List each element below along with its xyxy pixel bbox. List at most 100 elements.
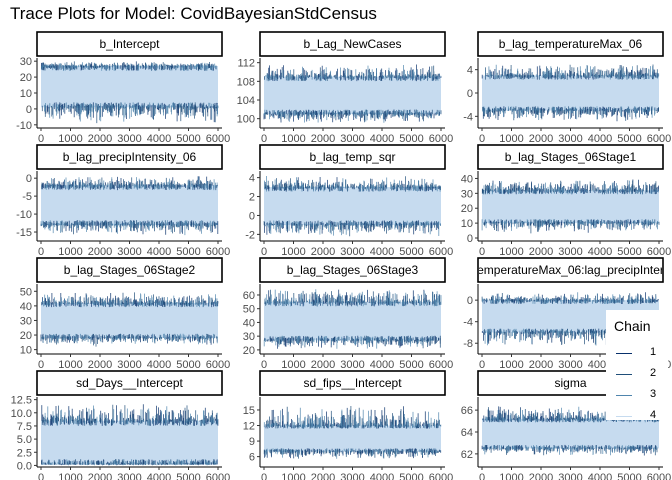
y-tick-label: 15 xyxy=(243,405,255,417)
legend-label: 1 xyxy=(650,346,657,358)
x-tick-label: 4000 xyxy=(147,472,171,480)
y-tick-label: 5.0 xyxy=(17,434,32,446)
x-tick-label: 4000 xyxy=(588,133,612,145)
x-tick-label: 6000 xyxy=(206,133,230,145)
x-tick-label: 6000 xyxy=(647,472,671,480)
y-tick-label: 12 xyxy=(243,421,255,433)
x-tick-label: 3000 xyxy=(117,472,141,480)
x-tick-label: 0 xyxy=(38,359,44,371)
y-tick-label: -4 xyxy=(463,111,473,123)
y-tick-label: -8 xyxy=(463,338,473,350)
y-tick-label: 30 xyxy=(20,315,32,327)
y-tick-label: 108 xyxy=(237,76,255,88)
y-tick-label: 40 xyxy=(461,173,473,185)
panel-title: sd_Days__Intercept xyxy=(76,376,183,390)
legend-item-chain-1: 1 xyxy=(616,346,670,362)
x-tick-label: 6000 xyxy=(647,246,671,258)
y-tick-label: 10.0 xyxy=(11,408,32,420)
y-tick-label: -10 xyxy=(16,120,32,132)
y-tick-label: 20 xyxy=(20,72,32,84)
x-tick-label: 1000 xyxy=(58,133,82,145)
chain-3-trace xyxy=(40,293,218,345)
x-tick-label: 2000 xyxy=(88,472,112,480)
x-tick-label: 4000 xyxy=(588,246,612,258)
y-tick-label: 40 xyxy=(243,317,255,329)
x-tick-label: 4000 xyxy=(370,246,394,258)
panel-strip xyxy=(477,31,664,57)
x-tick-label: 4000 xyxy=(147,359,171,371)
trace-panel: b_Intercept -10 0 10 20 30 0 1000 2000 3000 4000 50… xyxy=(16,31,230,145)
x-tick-label: 5000 xyxy=(617,472,641,480)
x-tick-label: 3000 xyxy=(558,359,582,371)
panel-strip xyxy=(259,31,446,57)
y-tick-label: 4 xyxy=(249,173,255,185)
chain-3-trace xyxy=(481,180,659,231)
y-tick-label: 0 xyxy=(467,88,473,100)
y-tick-label: 50 xyxy=(243,304,255,316)
y-tick-label: 30 xyxy=(20,56,32,68)
x-tick-label: 1000 xyxy=(281,472,305,480)
x-tick-label: 0 xyxy=(261,246,267,258)
y-tick-label: 0 xyxy=(467,233,473,245)
y-tick-label: 0 xyxy=(467,295,473,307)
chain-3-trace xyxy=(264,176,441,236)
y-tick-label: 40 xyxy=(20,301,32,313)
panel-strip xyxy=(259,370,446,396)
y-tick-label: 20 xyxy=(20,330,32,342)
x-tick-label: 2000 xyxy=(311,246,335,258)
x-tick-label: 6000 xyxy=(647,133,671,145)
y-tick-label: 104 xyxy=(237,95,255,107)
panel-title: sigma xyxy=(554,376,586,390)
chain-3-trace xyxy=(263,407,442,459)
trace-panel: b_Lag_NewCases 100 104 108 112 0 1000 2000 3000 4… xyxy=(237,31,453,145)
y-tick-label: 62 xyxy=(461,449,473,461)
trace-panel: b_lag_precipIntensity_06 -15 -10 -5 0 0 1000 20… xyxy=(16,144,230,258)
x-tick-label: 5000 xyxy=(399,133,423,145)
trace-band xyxy=(41,65,218,108)
x-tick-label: 4000 xyxy=(147,246,171,258)
chain-3-trace xyxy=(40,177,218,236)
x-tick-label: 5000 xyxy=(176,133,200,145)
trace-band xyxy=(264,301,441,341)
legend-label: 4 xyxy=(650,409,657,421)
x-tick-label: 3000 xyxy=(340,246,364,258)
y-tick-label: 30 xyxy=(461,188,473,200)
y-tick-label: 4 xyxy=(467,65,473,77)
x-tick-label: 2000 xyxy=(529,359,553,371)
x-tick-label: 0 xyxy=(479,359,485,371)
x-tick-label: 5000 xyxy=(176,246,200,258)
x-tick-label: 0 xyxy=(261,472,267,480)
panel-strip xyxy=(477,257,664,283)
y-tick-label: 10 xyxy=(461,218,473,230)
x-tick-label: 3000 xyxy=(558,472,582,480)
x-tick-label: 2000 xyxy=(311,133,335,145)
trace-panel: b_lag_temp_sqr -2 0 2 4 0 1000 2000 3000 4000 5000… xyxy=(245,144,453,258)
panel-title: b_lag_temp_sqr xyxy=(309,150,395,164)
legend-swatch xyxy=(616,353,632,354)
x-tick-label: 3000 xyxy=(558,133,582,145)
y-tick-label: -2 xyxy=(245,229,255,241)
x-tick-label: 3000 xyxy=(117,133,141,145)
panel-strip xyxy=(36,31,223,57)
x-tick-label: 6000 xyxy=(429,359,453,371)
chain-3-trace xyxy=(482,64,660,120)
x-tick-label: 4000 xyxy=(370,359,394,371)
y-tick-label: 9 xyxy=(249,436,255,448)
x-tick-label: 2000 xyxy=(529,472,553,480)
x-tick-label: 3000 xyxy=(117,246,141,258)
panel-title: emperatureMax_06:lag_precipInter xyxy=(477,263,664,277)
x-tick-label: 4000 xyxy=(370,472,394,480)
y-tick-label: 50 xyxy=(20,286,32,298)
x-tick-label: 6000 xyxy=(206,359,230,371)
trace-band xyxy=(264,76,441,114)
x-tick-label: 1000 xyxy=(281,359,305,371)
y-tick-label: -5 xyxy=(22,191,32,203)
trace-panel: b_lag_Stages_06Stage1 0 10 20 30 40 0 1000 2000 3… xyxy=(461,144,671,258)
legend-swatch xyxy=(616,395,632,396)
legend-label: 3 xyxy=(650,388,657,400)
y-tick-label: 7.5 xyxy=(17,421,32,433)
trace-band xyxy=(41,420,218,465)
figure-title: Trace Plots for Model: CovidBayesianStdC… xyxy=(10,4,377,23)
y-tick-label: 0 xyxy=(26,173,32,185)
